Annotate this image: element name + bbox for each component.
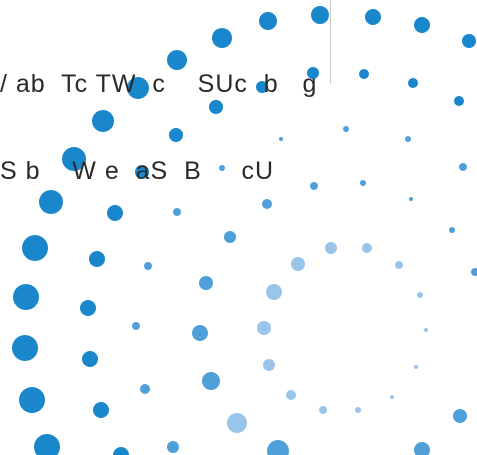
decorative-dot [92, 110, 114, 132]
decorative-dot [262, 199, 272, 209]
decorative-dot [140, 384, 150, 394]
garbled-text-line-2: S b W e aS B cU [0, 157, 275, 185]
decorative-dot [62, 147, 86, 171]
decorative-dot [471, 268, 477, 276]
decorative-dot [169, 128, 183, 142]
decorative-dot [395, 261, 403, 269]
decorative-dot [408, 78, 418, 88]
decorative-dot [454, 96, 464, 106]
decorative-dot [307, 67, 319, 79]
decorative-dot [82, 351, 98, 367]
decorative-dot [459, 163, 467, 171]
decorative-dot [359, 69, 369, 79]
decorative-dot [360, 180, 366, 186]
decorative-dot [135, 165, 149, 179]
decorative-dot [462, 34, 476, 48]
decorative-dot [34, 434, 60, 455]
decorative-dot [310, 182, 318, 190]
decorative-dot [19, 387, 45, 413]
decorative-dot [259, 12, 277, 30]
decorative-dot [167, 441, 179, 453]
decorative-dot [453, 409, 467, 423]
decorative-dot [132, 322, 140, 330]
decorative-dot [424, 328, 428, 332]
decorative-dot [93, 402, 109, 418]
decorative-dot [405, 136, 411, 142]
vertical-divider [330, 0, 331, 84]
decorative-dot [173, 208, 181, 216]
decorative-dot [127, 77, 149, 99]
decorative-dot [13, 284, 39, 310]
decorative-dot [414, 442, 430, 455]
decorative-dot [267, 440, 289, 455]
decorative-dot [365, 9, 381, 25]
decorative-dot [199, 276, 213, 290]
decorative-dot [311, 6, 329, 24]
decorative-dot [209, 100, 223, 114]
decorative-dot [192, 325, 208, 341]
decorative-dot [414, 17, 430, 33]
decorative-dot [144, 262, 152, 270]
decorative-dot [279, 137, 283, 141]
decorative-dot [167, 50, 187, 70]
decorative-dot [224, 231, 236, 243]
decorative-dot [409, 197, 413, 201]
decorative-dot [286, 390, 296, 400]
decorative-dot [212, 28, 232, 48]
decorative-dot [449, 227, 455, 233]
decorative-dot [325, 242, 337, 254]
decorative-dot [417, 292, 423, 298]
decorative-dot [227, 413, 247, 433]
decorative-dot [219, 165, 225, 171]
decorative-dot [343, 126, 349, 132]
garbled-text-block: / ab Tc TW c SUc b g S b W e aS B cU [0, 12, 330, 215]
decorative-dot [355, 407, 361, 413]
decorative-dot [39, 190, 63, 214]
decorative-dot [291, 257, 305, 271]
garbled-text-line-1: / ab Tc TW c SUc b g [0, 70, 318, 98]
decorative-dot [113, 447, 129, 455]
dot-group [12, 6, 477, 455]
decorative-dot [202, 372, 220, 390]
decorative-dot [263, 359, 275, 371]
decorative-dot [89, 251, 105, 267]
decorative-dot [257, 321, 271, 335]
decorative-dot [107, 205, 123, 221]
decorative-dot [12, 335, 38, 361]
decorative-dot [319, 406, 327, 414]
decorative-dot [390, 395, 394, 399]
decorative-dot [80, 300, 96, 316]
decorative-dot [256, 81, 268, 93]
decorative-dot [414, 365, 418, 369]
decorative-dot [22, 235, 48, 261]
decorative-dot [362, 243, 372, 253]
decorative-dot [266, 284, 282, 300]
